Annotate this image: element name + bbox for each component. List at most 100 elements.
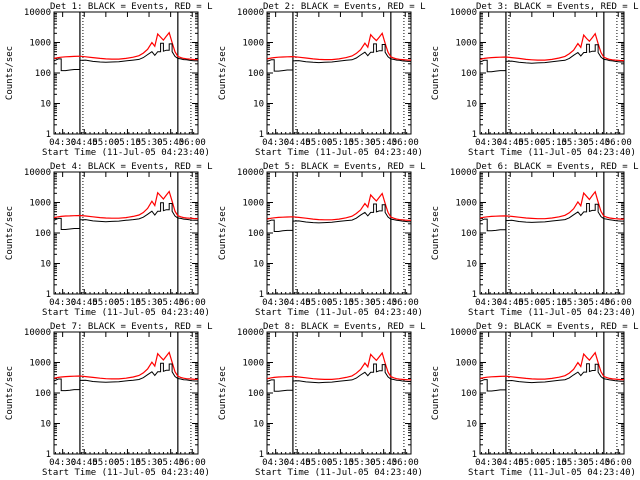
y-axis-label: Counts/sec bbox=[5, 366, 15, 420]
y-tick-label: 1000 bbox=[242, 199, 264, 209]
detector-panel-4: Det 4: BLACK = Events, RED = LLD 1 10 100 10… bbox=[0, 160, 213, 320]
y-axis-label: Counts/sec bbox=[218, 46, 228, 100]
panel-plot: Det 3: BLACK = Events, RED = LLD 1 10 100 10… bbox=[431, 2, 639, 158]
x-tick-label: 05:30 bbox=[135, 138, 162, 148]
plot-frame bbox=[266, 331, 412, 455]
x-axis-label: Start Time (11-Jul-05 04:23:40) bbox=[42, 308, 210, 318]
plot-frame bbox=[479, 171, 625, 295]
plot-frame bbox=[479, 11, 625, 135]
panel-title: Det 2: BLACK = Events, RED = LLD bbox=[263, 2, 426, 12]
y-tick-label: 1000 bbox=[455, 199, 477, 209]
plot-frame bbox=[53, 171, 199, 295]
y-tick-label: 10000 bbox=[24, 168, 51, 178]
x-tick-label: 04:30 bbox=[475, 138, 502, 148]
lld-series-line bbox=[266, 192, 411, 221]
panel-plot: Det 9: BLACK = Events, RED = LLD 1 10 100 10… bbox=[431, 322, 639, 478]
x-tick-label: 06:00 bbox=[392, 298, 419, 308]
events-series-line bbox=[266, 363, 411, 392]
lld-series-line bbox=[479, 351, 624, 381]
x-tick-label: 06:00 bbox=[179, 138, 206, 148]
y-tick-label: 100 bbox=[248, 229, 264, 239]
y-tick-label: 1 bbox=[472, 450, 477, 460]
y-tick-label: 100 bbox=[461, 229, 477, 239]
x-tick-label: 06:00 bbox=[605, 138, 632, 148]
x-tick-label: 05:00 bbox=[92, 138, 119, 148]
x-tick-label: 06:00 bbox=[392, 138, 419, 148]
x-tick-label: 04:30 bbox=[49, 458, 76, 468]
x-tick-label: 05:15 bbox=[327, 298, 354, 308]
events-series-line bbox=[479, 43, 624, 73]
panel-plot: Det 4: BLACK = Events, RED = LLD 1 10 100 10… bbox=[5, 162, 213, 318]
detector-panel-7: Det 7: BLACK = Events, RED = LLD 1 10 100 10… bbox=[0, 320, 213, 480]
y-tick-label: 100 bbox=[461, 69, 477, 79]
x-tick-label: 04:30 bbox=[262, 458, 289, 468]
y-tick-label: 10000 bbox=[450, 168, 477, 178]
y-tick-label: 1000 bbox=[242, 359, 264, 369]
events-series-line bbox=[266, 203, 411, 232]
y-axis-label: Counts/sec bbox=[218, 206, 228, 260]
plot-frame bbox=[53, 331, 199, 455]
x-axis-label: Start Time (11-Jul-05 04:23:40) bbox=[468, 308, 636, 318]
y-tick-label: 10000 bbox=[237, 168, 264, 178]
y-axis-label: Counts/sec bbox=[431, 46, 441, 100]
lld-series-line bbox=[53, 31, 198, 61]
x-tick-label: 06:00 bbox=[179, 298, 206, 308]
x-tick-label: 05:45 bbox=[157, 138, 184, 148]
x-tick-label: 05:15 bbox=[540, 458, 567, 468]
panel-plot: Det 7: BLACK = Events, RED = LLD 1 10 100 10… bbox=[5, 322, 213, 478]
events-series-line bbox=[479, 203, 624, 232]
plot-frame bbox=[266, 11, 412, 135]
y-tick-label: 1 bbox=[472, 290, 477, 300]
x-axis-label: Start Time (11-Jul-05 04:23:40) bbox=[468, 148, 636, 158]
panel-plot: Det 6: BLACK = Events, RED = LLD 1 10 100 10… bbox=[431, 162, 639, 318]
x-tick-label: 04:45 bbox=[284, 298, 311, 308]
lld-series-line bbox=[266, 351, 411, 381]
y-tick-label: 10000 bbox=[450, 328, 477, 338]
x-tick-label: 04:45 bbox=[497, 298, 524, 308]
x-tick-label: 06:00 bbox=[605, 298, 632, 308]
x-tick-label: 05:30 bbox=[348, 298, 375, 308]
y-tick-label: 10000 bbox=[237, 8, 264, 18]
x-tick-label: 04:30 bbox=[49, 138, 76, 148]
y-tick-label: 1 bbox=[46, 290, 51, 300]
x-tick-label: 04:45 bbox=[284, 138, 311, 148]
x-tick-label: 05:00 bbox=[305, 138, 332, 148]
panel-title: Det 6: BLACK = Events, RED = LLD bbox=[476, 162, 639, 172]
y-tick-label: 1000 bbox=[455, 359, 477, 369]
x-tick-label: 06:00 bbox=[605, 458, 632, 468]
y-tick-label: 1 bbox=[259, 290, 264, 300]
panel-plot: Det 1: BLACK = Events, RED = LLD 1 10 100 10… bbox=[5, 2, 213, 158]
plot-frame bbox=[479, 331, 625, 455]
panel-title: Det 4: BLACK = Events, RED = LLD bbox=[50, 162, 213, 172]
y-tick-label: 1000 bbox=[29, 359, 51, 369]
lld-series-line bbox=[53, 190, 198, 220]
x-axis-label: Start Time (11-Jul-05 04:23:40) bbox=[468, 468, 636, 478]
panel-title: Det 1: BLACK = Events, RED = LLD bbox=[50, 2, 213, 12]
y-tick-label: 1 bbox=[259, 130, 264, 140]
y-axis-label: Counts/sec bbox=[218, 366, 228, 420]
detector-panel-3: Det 3: BLACK = Events, RED = LLD 1 10 100 10… bbox=[426, 0, 639, 160]
y-axis-label: Counts/sec bbox=[431, 206, 441, 260]
x-tick-label: 04:30 bbox=[262, 298, 289, 308]
x-tick-label: 05:00 bbox=[92, 298, 119, 308]
y-tick-label: 1000 bbox=[242, 39, 264, 49]
x-tick-label: 05:30 bbox=[135, 458, 162, 468]
x-tick-label: 05:45 bbox=[583, 138, 610, 148]
x-tick-label: 05:15 bbox=[540, 138, 567, 148]
x-tick-label: 05:45 bbox=[583, 458, 610, 468]
panel-plot: Det 5: BLACK = Events, RED = LLD 1 10 100 10… bbox=[218, 162, 426, 318]
x-tick-label: 05:45 bbox=[370, 298, 397, 308]
panel-title: Det 3: BLACK = Events, RED = LLD bbox=[476, 2, 639, 12]
y-tick-label: 1 bbox=[472, 130, 477, 140]
x-tick-label: 05:15 bbox=[327, 138, 354, 148]
panel-title: Det 5: BLACK = Events, RED = LLD bbox=[263, 162, 426, 172]
x-tick-label: 05:15 bbox=[327, 458, 354, 468]
x-tick-label: 05:30 bbox=[561, 298, 588, 308]
detector-panel-5: Det 5: BLACK = Events, RED = LLD 1 10 100 10… bbox=[213, 160, 426, 320]
y-tick-label: 1000 bbox=[455, 39, 477, 49]
events-series-line bbox=[479, 363, 624, 392]
y-tick-label: 10 bbox=[466, 420, 477, 430]
y-tick-label: 10 bbox=[466, 260, 477, 270]
events-series-line bbox=[53, 202, 198, 230]
y-tick-label: 10000 bbox=[24, 328, 51, 338]
